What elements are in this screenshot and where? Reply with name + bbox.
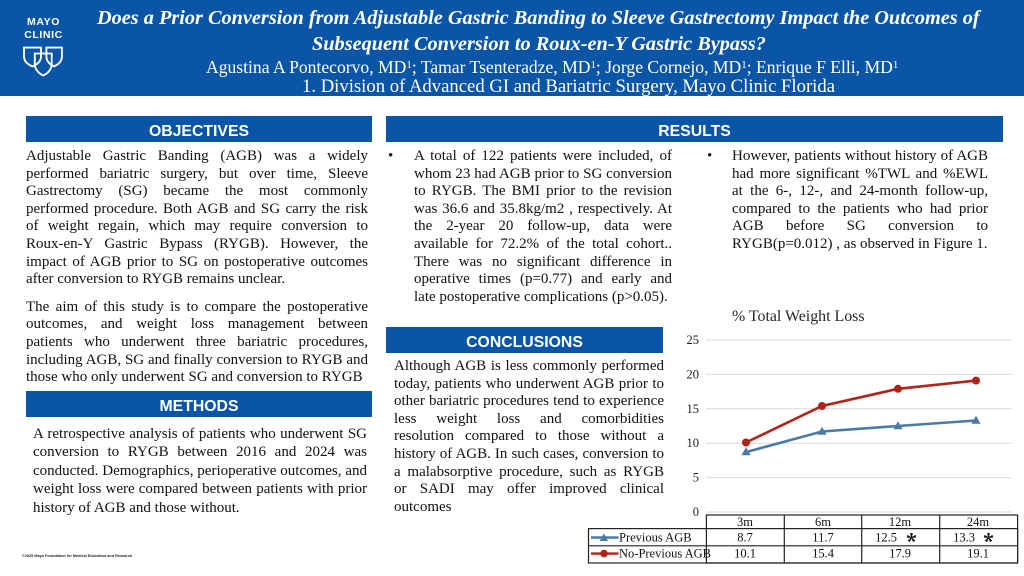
- svg-text:10.1: 10.1: [734, 547, 756, 561]
- svg-text:15.4: 15.4: [812, 547, 835, 561]
- svg-text:10: 10: [687, 436, 700, 450]
- svg-text:19.1: 19.1: [967, 547, 989, 561]
- svg-text:8.7: 8.7: [737, 531, 753, 545]
- svg-text:11.7: 11.7: [812, 531, 833, 545]
- svg-text:5: 5: [693, 471, 699, 485]
- svg-text:24m: 24m: [967, 515, 990, 529]
- svg-text:0: 0: [693, 505, 699, 519]
- svg-text:25: 25: [687, 333, 700, 347]
- svg-text:13.3: 13.3: [953, 531, 975, 545]
- svg-text:17.9: 17.9: [889, 547, 911, 561]
- svg-text:No-Previous AGB: No-Previous AGB: [619, 547, 711, 561]
- svg-text:20: 20: [687, 367, 700, 381]
- svg-text:3m: 3m: [737, 515, 753, 529]
- svg-text:12.5: 12.5: [875, 531, 897, 545]
- svg-text:15: 15: [687, 402, 700, 416]
- svg-text:Previous AGB: Previous AGB: [619, 531, 692, 545]
- svg-text:12m: 12m: [889, 515, 912, 529]
- svg-text:% Total Weight Loss: % Total Weight Loss: [732, 308, 865, 325]
- svg-text:6m: 6m: [815, 515, 831, 529]
